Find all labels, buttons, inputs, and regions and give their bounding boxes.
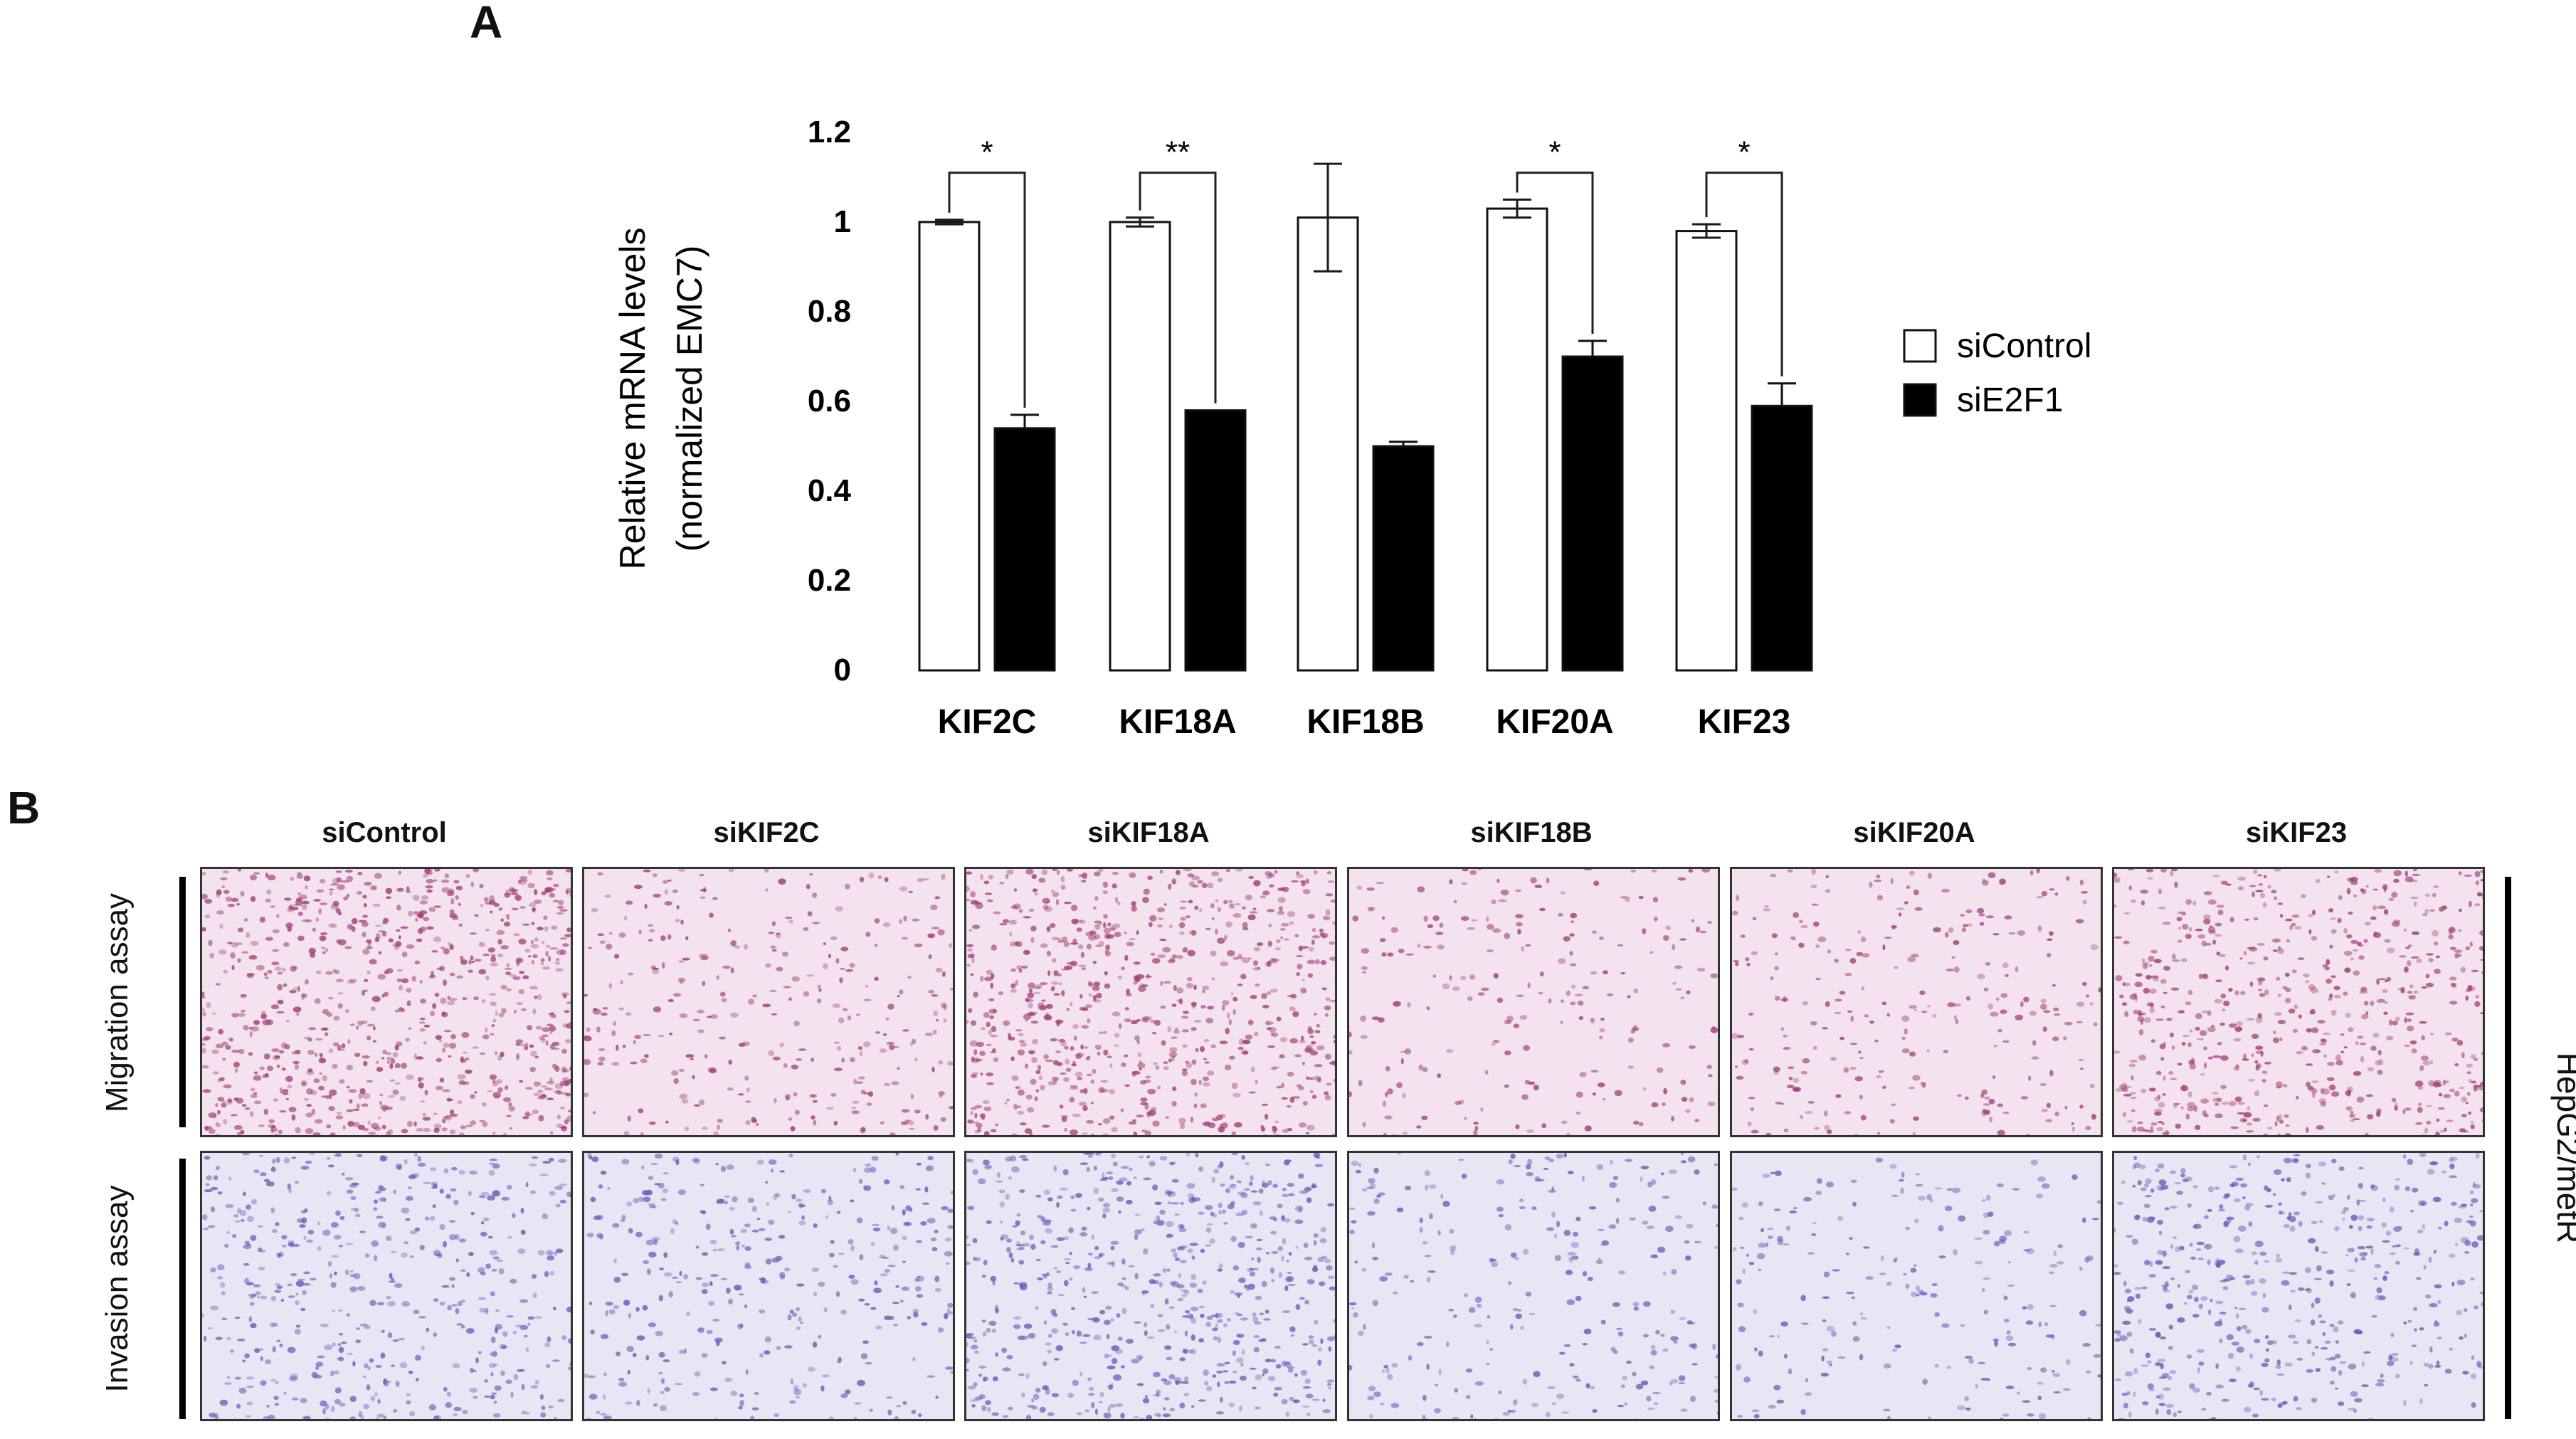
x-category-label: KIF2C <box>938 703 1037 741</box>
significance-bracket <box>948 172 1026 408</box>
invasion-assay-label: Invasion assay <box>100 1185 134 1393</box>
bar-sicontrol <box>1486 207 1548 672</box>
y-tick-label: 0 <box>834 653 851 687</box>
x-category-label: KIF18A <box>1119 703 1236 741</box>
invasion-image-sikif20a <box>1730 1151 2103 1421</box>
y-tick-label: 0.4 <box>808 473 852 508</box>
significance-bracket <box>1516 172 1594 334</box>
y-tick-label: 0.8 <box>808 294 851 329</box>
bar-sie2f1 <box>1751 404 1813 672</box>
invasion-image-sikif18a <box>964 1151 1337 1421</box>
y-axis-title: Relative mRNA levels <box>613 228 653 570</box>
migration-image-sikif20a <box>1730 867 2103 1137</box>
col-label-sicontrol: siControl <box>322 817 447 848</box>
y-tick-label: 1.2 <box>808 115 851 149</box>
invasion-image-sikif2c <box>582 1151 955 1421</box>
migration-row-bar <box>179 877 186 1127</box>
bar-sicontrol <box>1109 221 1171 672</box>
legend-label: siControl <box>1957 327 2091 365</box>
col-label-sikif23: siKIF23 <box>2245 817 2348 848</box>
panel-b-label: B <box>7 782 41 833</box>
significance-marker: ** <box>1166 135 1190 170</box>
migration-assay-label: Migration assay <box>100 892 134 1113</box>
y-tick-label: 0.6 <box>808 384 851 418</box>
migration-image-sikif18b <box>1347 867 1720 1137</box>
bar-sicontrol <box>1297 216 1359 672</box>
bar-sie2f1 <box>1372 445 1435 672</box>
y-tick-label: 1 <box>834 204 851 239</box>
significance-marker: * <box>1738 135 1750 170</box>
significance-marker: * <box>981 135 993 170</box>
side-label-bar <box>2505 877 2511 1419</box>
cell-line-label: HepG2/metR <box>2550 1052 2576 1244</box>
bar-sie2f1 <box>993 427 1056 672</box>
significance-bracket <box>1139 172 1217 404</box>
bar-sie2f1 <box>1184 409 1247 672</box>
x-category-label: KIF18B <box>1307 703 1424 741</box>
legend-swatch <box>1903 383 1937 417</box>
x-category-label: KIF20A <box>1496 703 1613 741</box>
significance-bracket <box>1705 172 1783 376</box>
col-label-sikif18b: siKIF18B <box>1470 817 1593 848</box>
migration-image-sikif18a <box>964 867 1337 1137</box>
y-tick-label: 0.2 <box>808 563 851 598</box>
y-axis-title: (normalized EMC7) <box>670 246 709 552</box>
bar-sicontrol <box>1675 230 1738 672</box>
invasion-image-sikif18b <box>1347 1151 1720 1421</box>
invasion-image-sikif23 <box>2112 1151 2485 1421</box>
migration-image-sikif2c <box>582 867 955 1137</box>
col-label-sikif2c: siKIF2C <box>713 817 820 848</box>
col-label-sikif20a: siKIF20A <box>1853 817 1975 848</box>
bar-chart: 0 0.2 0.4 0.6 0.8 1 1.2 Relative mRNA levels (no… <box>613 115 2091 741</box>
panel-a-label: A <box>470 0 503 48</box>
invasion-row-bar <box>179 1159 186 1419</box>
col-label-sikif18a: siKIF18A <box>1087 817 1210 848</box>
legend-label: siE2F1 <box>1957 381 2063 419</box>
x-category-label: KIF23 <box>1698 703 1791 741</box>
legend-swatch <box>1903 329 1937 363</box>
bar-sicontrol <box>918 221 981 672</box>
significance-marker: * <box>1548 135 1561 170</box>
invasion-image-sicontrol <box>200 1151 573 1421</box>
bar-sie2f1 <box>1561 355 1624 672</box>
migration-image-sicontrol <box>200 867 573 1137</box>
migration-image-sikif23 <box>2112 867 2485 1137</box>
